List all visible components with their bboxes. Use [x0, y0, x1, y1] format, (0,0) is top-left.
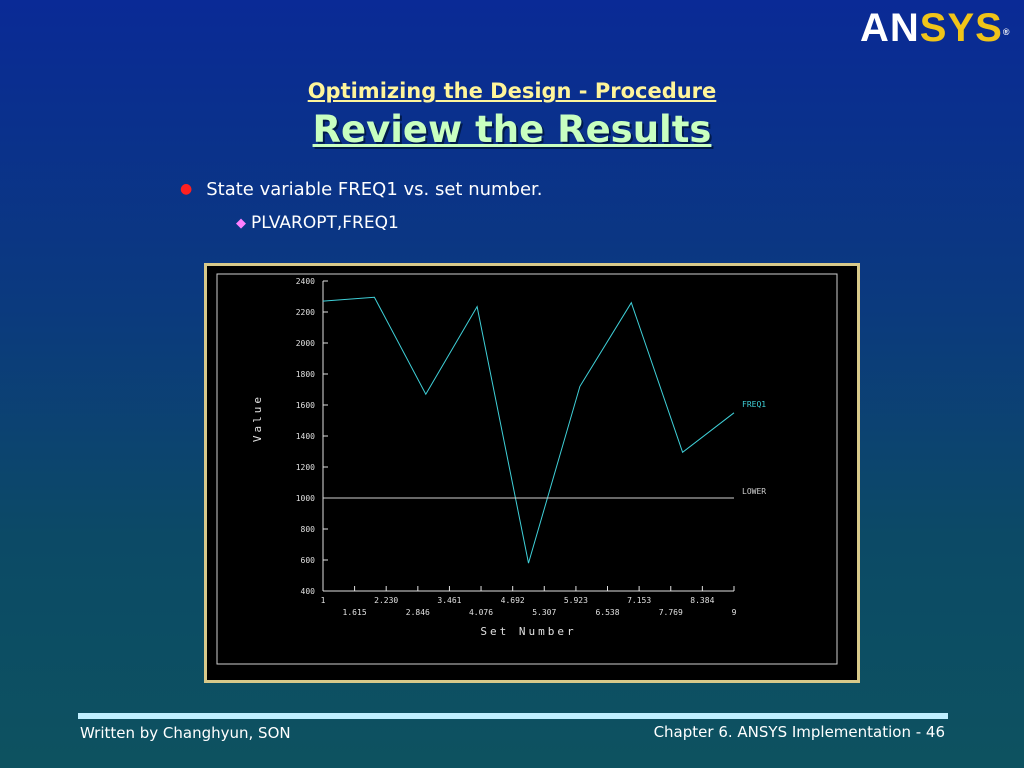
- slide-title: Review the Results: [312, 108, 712, 151]
- y-tick-label: 1800: [296, 370, 315, 379]
- plot-frame: 2400 2200 2000 1800 1600 1400 1200 1000 800 600 40…: [204, 263, 860, 683]
- bullet-2-text: PLVAROPT,FREQ1: [251, 213, 399, 233]
- x-tick-label: 6.538: [595, 608, 619, 617]
- x-tick-label: 5.307: [532, 608, 556, 617]
- x-tick-label: 5.923: [564, 596, 588, 605]
- y-tick-label: 400: [301, 587, 316, 596]
- y-axis-label: Value: [251, 394, 264, 442]
- plot-inner-border: [216, 273, 838, 665]
- footer-author: Written by Changhyun, SON: [80, 724, 291, 742]
- freq1-chart: 2400 2200 2000 1800 1600 1400 1200 1000 800 600 40…: [216, 273, 838, 665]
- x-tick-label: 4.076: [469, 608, 493, 617]
- x-tick-label: 7.153: [627, 596, 651, 605]
- x-tick-label: 2.846: [406, 608, 430, 617]
- x-tick-label: 1: [321, 596, 326, 605]
- y-tick-label: 800: [301, 525, 316, 534]
- logo-part-an: AN: [860, 6, 920, 50]
- bullet-1-text: State variable FREQ1 vs. set number.: [206, 179, 543, 200]
- bullet-item-2: ◆ PLVAROPT,FREQ1: [236, 213, 399, 233]
- series-label-lower: LOWER: [742, 487, 766, 496]
- series-label-freq1: FREQ1: [742, 400, 766, 409]
- logo-registered-mark: ®: [1002, 27, 1011, 37]
- y-tick-label: 1400: [296, 432, 315, 441]
- x-axis-label: Set Number: [480, 625, 576, 638]
- y-tick-label: 1600: [296, 401, 315, 410]
- y-tick-label: 2400: [296, 277, 315, 286]
- logo-part-sys: SYS: [919, 6, 1003, 50]
- red-dot-bullet-icon: ●: [180, 181, 193, 197]
- footer-divider: [78, 713, 948, 719]
- x-tick-label: 4.692: [501, 596, 525, 605]
- y-tick-label: 600: [301, 556, 316, 565]
- x-tick-label: 1.615: [343, 608, 367, 617]
- footer-chapter: Chapter 6. ANSYS Implementation - 46: [653, 723, 945, 741]
- x-tick-label: 2.230: [374, 596, 398, 605]
- slide-subtitle: Optimizing the Design - Procedure: [307, 79, 717, 103]
- bullet-item-1: ● State variable FREQ1 vs. set number.: [180, 179, 543, 200]
- x-tick-label: 9: [732, 608, 737, 617]
- x-tick-label: 8.384: [690, 596, 714, 605]
- x-tick-label: 3.461: [437, 596, 461, 605]
- ansys-logo: ANSYS®: [860, 8, 1010, 48]
- y-tick-label: 1000: [296, 494, 315, 503]
- series-line-freq1: [322, 296, 735, 564]
- y-tick-label: 1200: [296, 463, 315, 472]
- diamond-bullet-icon: ◆: [236, 216, 246, 231]
- y-tick-label: 2200: [296, 308, 315, 317]
- x-tick-label: 7.769: [659, 608, 683, 617]
- y-tick-label: 2000: [296, 339, 315, 348]
